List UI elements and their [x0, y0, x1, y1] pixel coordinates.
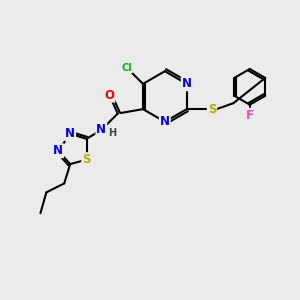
Text: N: N [53, 144, 63, 157]
Text: N: N [160, 115, 170, 128]
Text: N: N [96, 123, 106, 136]
Text: H: H [109, 128, 117, 138]
Text: F: F [246, 109, 254, 122]
Text: O: O [104, 89, 114, 102]
Text: N: N [65, 127, 75, 140]
Text: N: N [182, 77, 192, 90]
Text: S: S [82, 153, 91, 166]
Text: Cl: Cl [121, 62, 132, 73]
Text: S: S [208, 103, 216, 116]
